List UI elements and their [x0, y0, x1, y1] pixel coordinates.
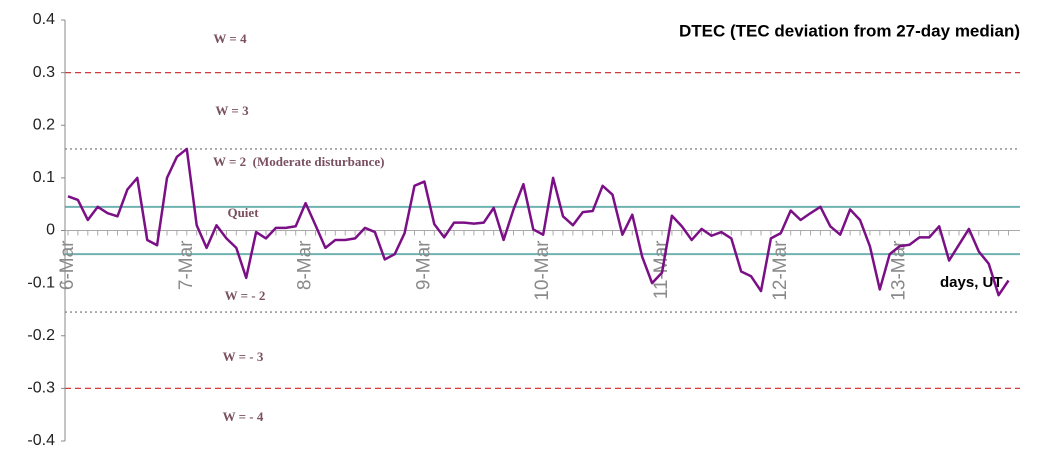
- annotation: Quiet: [227, 205, 259, 220]
- y-tick-label: -0.2: [27, 327, 55, 344]
- y-tick-label: 0.4: [33, 11, 55, 28]
- x-tick-label: 6-Mar: [57, 240, 78, 290]
- y-tick-label: 0.1: [33, 169, 55, 186]
- x-tick-label: 12-Mar: [770, 240, 791, 301]
- y-tick-label: 0: [46, 222, 55, 239]
- chart-title: DTEC (TEC deviation from 27-day median): [679, 21, 1020, 40]
- y-tick-label: -0.3: [27, 380, 55, 397]
- y-tick-label: 0.2: [33, 116, 55, 133]
- x-tick-label: 7-Mar: [176, 240, 197, 290]
- x-axis-label: days, UT: [940, 274, 1003, 291]
- annotation: W = - 2: [225, 288, 266, 303]
- annotation: W = 2 (Moderate disturbance): [213, 154, 384, 169]
- annotation: W = - 3: [223, 349, 264, 364]
- data-line: [67, 147, 1010, 297]
- y-tick-label: 0.3: [33, 64, 55, 81]
- x-tick-label: 8-Mar: [295, 240, 316, 290]
- x-tick-label: 13-Mar: [889, 240, 910, 301]
- x-tick-label: 9-Mar: [413, 240, 434, 290]
- annotation: W = - 4: [223, 409, 264, 424]
- y-tick-label: -0.4: [27, 432, 55, 449]
- annotation: W = 4: [213, 31, 247, 46]
- annotation: W = 3: [215, 103, 249, 118]
- x-tick-label: 10-Mar: [532, 240, 553, 301]
- y-tick-label: -0.1: [27, 274, 55, 291]
